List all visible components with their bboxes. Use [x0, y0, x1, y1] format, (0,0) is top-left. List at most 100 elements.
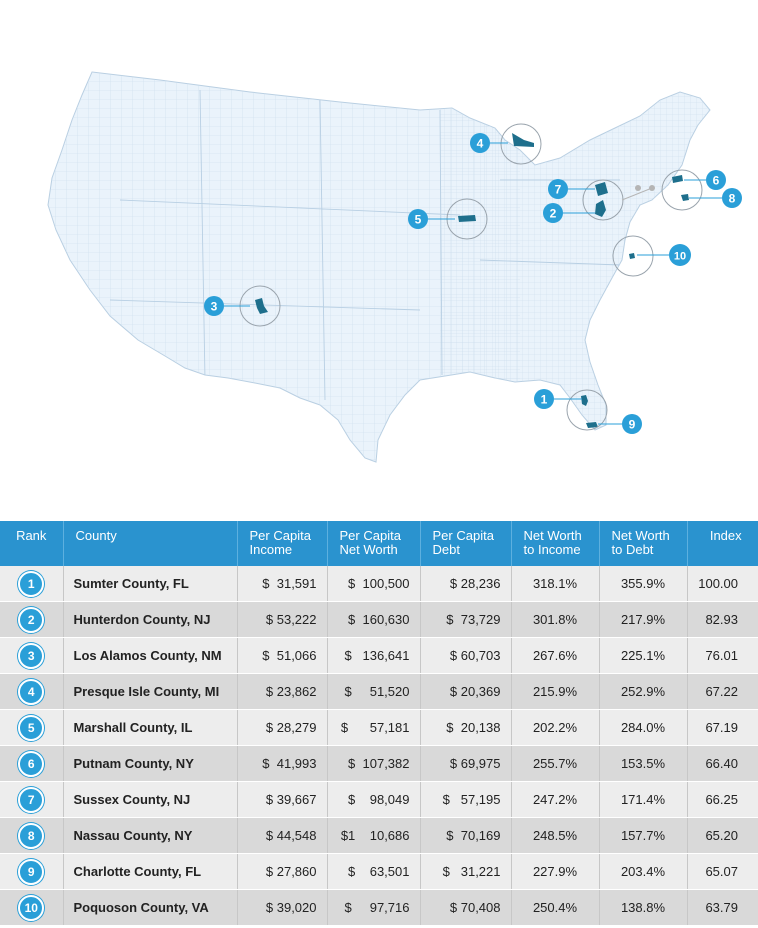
net-worth-cell: $ 136,641: [327, 637, 421, 674]
map-marker-4[interactable]: 4: [470, 133, 490, 153]
county-cell: Los Alamos County, NM: [63, 637, 238, 674]
header-nw-debt[interactable]: Net Worth to Debt: [599, 521, 688, 566]
income-cell: $ 51,066: [237, 637, 328, 674]
map-marker-3[interactable]: 3: [204, 296, 224, 316]
index-cell: 82.93: [687, 601, 758, 638]
county-shape-1: [581, 395, 588, 406]
rank-badge: 9: [18, 858, 45, 885]
net-worth-cell: $ 100,500: [327, 566, 421, 602]
county-cell: Nassau County, NY: [63, 817, 238, 854]
header-nw-income[interactable]: Net Worth to Income: [511, 521, 600, 566]
header-nw-debt-line1: Net Worth: [611, 528, 670, 543]
rank-cell: 7: [0, 781, 64, 818]
header-nw-income-line1: Net Worth: [523, 528, 582, 543]
index-cell: 100.00: [687, 566, 758, 602]
county-shape-2: [595, 200, 606, 217]
map-marker-label: 6: [713, 174, 720, 188]
county-cell: Marshall County, IL: [63, 709, 238, 746]
header-index[interactable]: Index: [687, 521, 758, 566]
county-cell: Hunterdon County, NJ: [63, 601, 238, 638]
rank-cell: 5: [0, 709, 64, 746]
callout-circle-6-8: [661, 169, 703, 211]
rank-cell: 10: [0, 889, 64, 926]
nw-debt-cell: 153.5%: [599, 745, 688, 782]
table-row: 7 Sussex County, NJ $ 39,667 $ 98,049 $ …: [0, 781, 758, 818]
nw-income-cell: 301.8%: [511, 601, 600, 638]
index-cell: 66.25: [687, 781, 758, 818]
map-marker-8[interactable]: 8: [722, 188, 742, 208]
map-marker-label: 5: [415, 213, 422, 227]
county-shape-7: [595, 182, 608, 196]
header-county[interactable]: County: [63, 521, 238, 566]
county-cell: Poquoson County, VA: [63, 889, 238, 926]
map-marker-2[interactable]: 2: [543, 203, 563, 223]
table-row: 2 Hunterdon County, NJ $ 53,222 $ 160,63…: [0, 601, 758, 638]
debt-cell: $ 60,703: [420, 637, 512, 674]
us-county-map: 1 9 3 4 5 7 2: [47, 71, 742, 463]
map-marker-label: 10: [674, 251, 686, 263]
nw-debt-cell: 225.1%: [599, 637, 688, 674]
county-cell: Presque Isle County, MI: [63, 673, 238, 710]
nw-income-cell: 248.5%: [511, 817, 600, 854]
map-marker-7[interactable]: 7: [548, 179, 568, 199]
debt-cell: $ 69,975: [420, 745, 512, 782]
index-cell: 76.01: [687, 637, 758, 674]
map-marker-5[interactable]: 5: [408, 209, 428, 229]
callout-circle-10: [612, 235, 654, 277]
header-income[interactable]: Per Capita Income: [237, 521, 328, 566]
table-header-row: Rank County Per Capita Income Per Capita N…: [0, 521, 758, 566]
debt-cell: $ 20,138: [420, 709, 512, 746]
rank-badge: 2: [18, 606, 45, 633]
rank-badge: 1: [18, 570, 45, 597]
county-shape-5: [458, 215, 476, 222]
header-net-worth-line2: Net Worth: [339, 542, 398, 557]
table-row: 9 Charlotte County, FL $ 27,860 $ 63,501…: [0, 853, 758, 890]
nw-income-cell: 247.2%: [511, 781, 600, 818]
rank-badge: 8: [18, 822, 45, 849]
county-shape-3: [255, 298, 268, 314]
county-shape-10: [629, 253, 635, 259]
index-cell: 66.40: [687, 745, 758, 782]
header-debt[interactable]: Per Capita Debt: [420, 521, 512, 566]
map-marker-6[interactable]: 6: [706, 170, 726, 190]
header-index-label: Index: [709, 528, 742, 543]
header-net-worth[interactable]: Per Capita Net Worth: [327, 521, 421, 566]
debt-cell: $ 70,408: [420, 889, 512, 926]
index-cell: 63.79: [687, 889, 758, 926]
rank-cell: 2: [0, 601, 64, 638]
map-marker-label: 3: [211, 300, 218, 314]
rank-badge: 6: [18, 750, 45, 777]
income-cell: $ 44,548: [237, 817, 328, 854]
rank-badge: 10: [18, 894, 45, 921]
map-marker-label: 4: [477, 137, 484, 151]
rank-badge: 3: [18, 642, 45, 669]
county-shape-9: [586, 422, 598, 428]
net-worth-cell: $ 97,716: [327, 889, 421, 926]
header-income-line1: Per Capita: [249, 528, 311, 543]
county-highlights: [255, 133, 689, 428]
net-worth-cell: $ 51,520: [327, 673, 421, 710]
us-outline: [47, 71, 711, 463]
table-row: 6 Putnam County, NY $ 41,993 $ 107,382 $…: [0, 745, 758, 782]
rank-cell: 8: [0, 817, 64, 854]
county-cell: Putnam County, NY: [63, 745, 238, 782]
map-marker-9[interactable]: 9: [622, 414, 642, 434]
rank-cell: 3: [0, 637, 64, 674]
net-worth-cell: $ 63,501: [327, 853, 421, 890]
map-marker-label: 9: [629, 418, 636, 432]
header-debt-line2: Debt: [432, 542, 460, 557]
map-marker-1[interactable]: 1: [534, 389, 554, 409]
header-rank[interactable]: Rank: [0, 521, 64, 566]
nw-income-cell: 267.6%: [511, 637, 600, 674]
income-cell: $ 39,667: [237, 781, 328, 818]
rank-cell: 9: [0, 853, 64, 890]
map-marker-10[interactable]: 10: [669, 244, 691, 266]
debt-cell: $ 28,236: [420, 566, 512, 602]
nw-debt-cell: 157.7%: [599, 817, 688, 854]
table-row: 1 Sumter County, FL $ 31,591 $ 100,500 $…: [0, 566, 758, 602]
nw-debt-cell: 203.4%: [599, 853, 688, 890]
county-cell: Charlotte County, FL: [63, 853, 238, 890]
map-marker-label: 1: [541, 393, 548, 407]
map-svg: 1 9 3 4 5 7 2: [47, 71, 742, 463]
rank-markers: 1 9 3 4 5 7 2: [204, 133, 742, 434]
